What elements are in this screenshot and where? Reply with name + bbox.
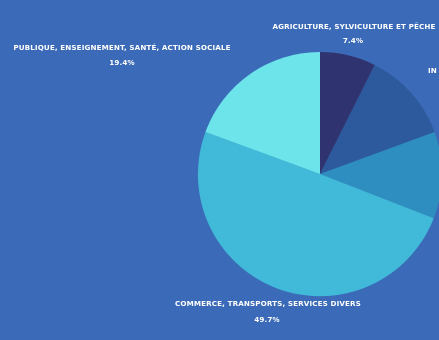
slice-value-commerce: 49.7% xyxy=(254,315,279,324)
slice-label-commerce: COMMERCE, TRANSPORTS, SERVICES DIVERS xyxy=(175,299,361,308)
slice-value-publique: 19.4% xyxy=(109,58,134,67)
pie-slice-publique xyxy=(205,51,320,174)
pie-slice-construction xyxy=(320,131,439,219)
pie-slices xyxy=(197,51,439,297)
pie-slice-industrie xyxy=(320,64,435,174)
slice-label-agriculture: AGRICULTURE, SYLVICULTURE ET PÊCHE xyxy=(272,22,435,31)
slice-label-industrie: IN xyxy=(428,66,437,75)
slice-value-agriculture: 7.4% xyxy=(343,36,363,45)
pie-slice-agriculture xyxy=(320,52,375,174)
pie-slice-commerce xyxy=(197,131,434,297)
slice-label-publique: PUBLIQUE, ENSEIGNEMENT, SANTÉ, ACTION SO… xyxy=(13,43,230,52)
